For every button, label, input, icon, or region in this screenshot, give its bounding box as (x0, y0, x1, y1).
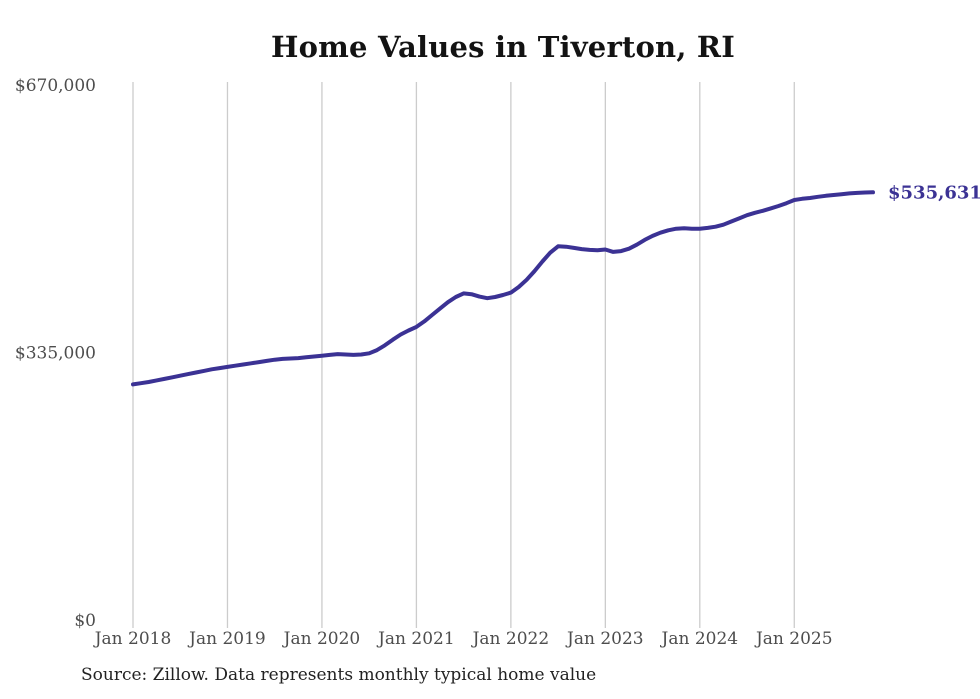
y-axis-label: $670,000 (15, 76, 96, 96)
source-note: Source: Zillow. Data represents monthly … (81, 665, 597, 685)
home-value-line (131, 190, 875, 387)
chart-title: Home Values in Tiverton, RI (270, 30, 736, 64)
x-axis-label: Jan 2019 (187, 629, 266, 649)
y-axis-label: $335,000 (15, 344, 96, 364)
x-axis-label: Jan 2020 (282, 629, 361, 649)
x-axis-label: Jan 2018 (93, 629, 172, 649)
x-axis-label: Jan 2021 (376, 629, 455, 649)
x-axis-label: Jan 2023 (565, 629, 644, 649)
current-value-label: $535,631 (888, 182, 980, 203)
x-axis-label: Jan 2024 (660, 629, 739, 649)
y-axis-label: $0 (74, 611, 96, 631)
x-axis-label: Jan 2022 (471, 629, 550, 649)
x-axis-label: Jan 2025 (754, 629, 833, 649)
